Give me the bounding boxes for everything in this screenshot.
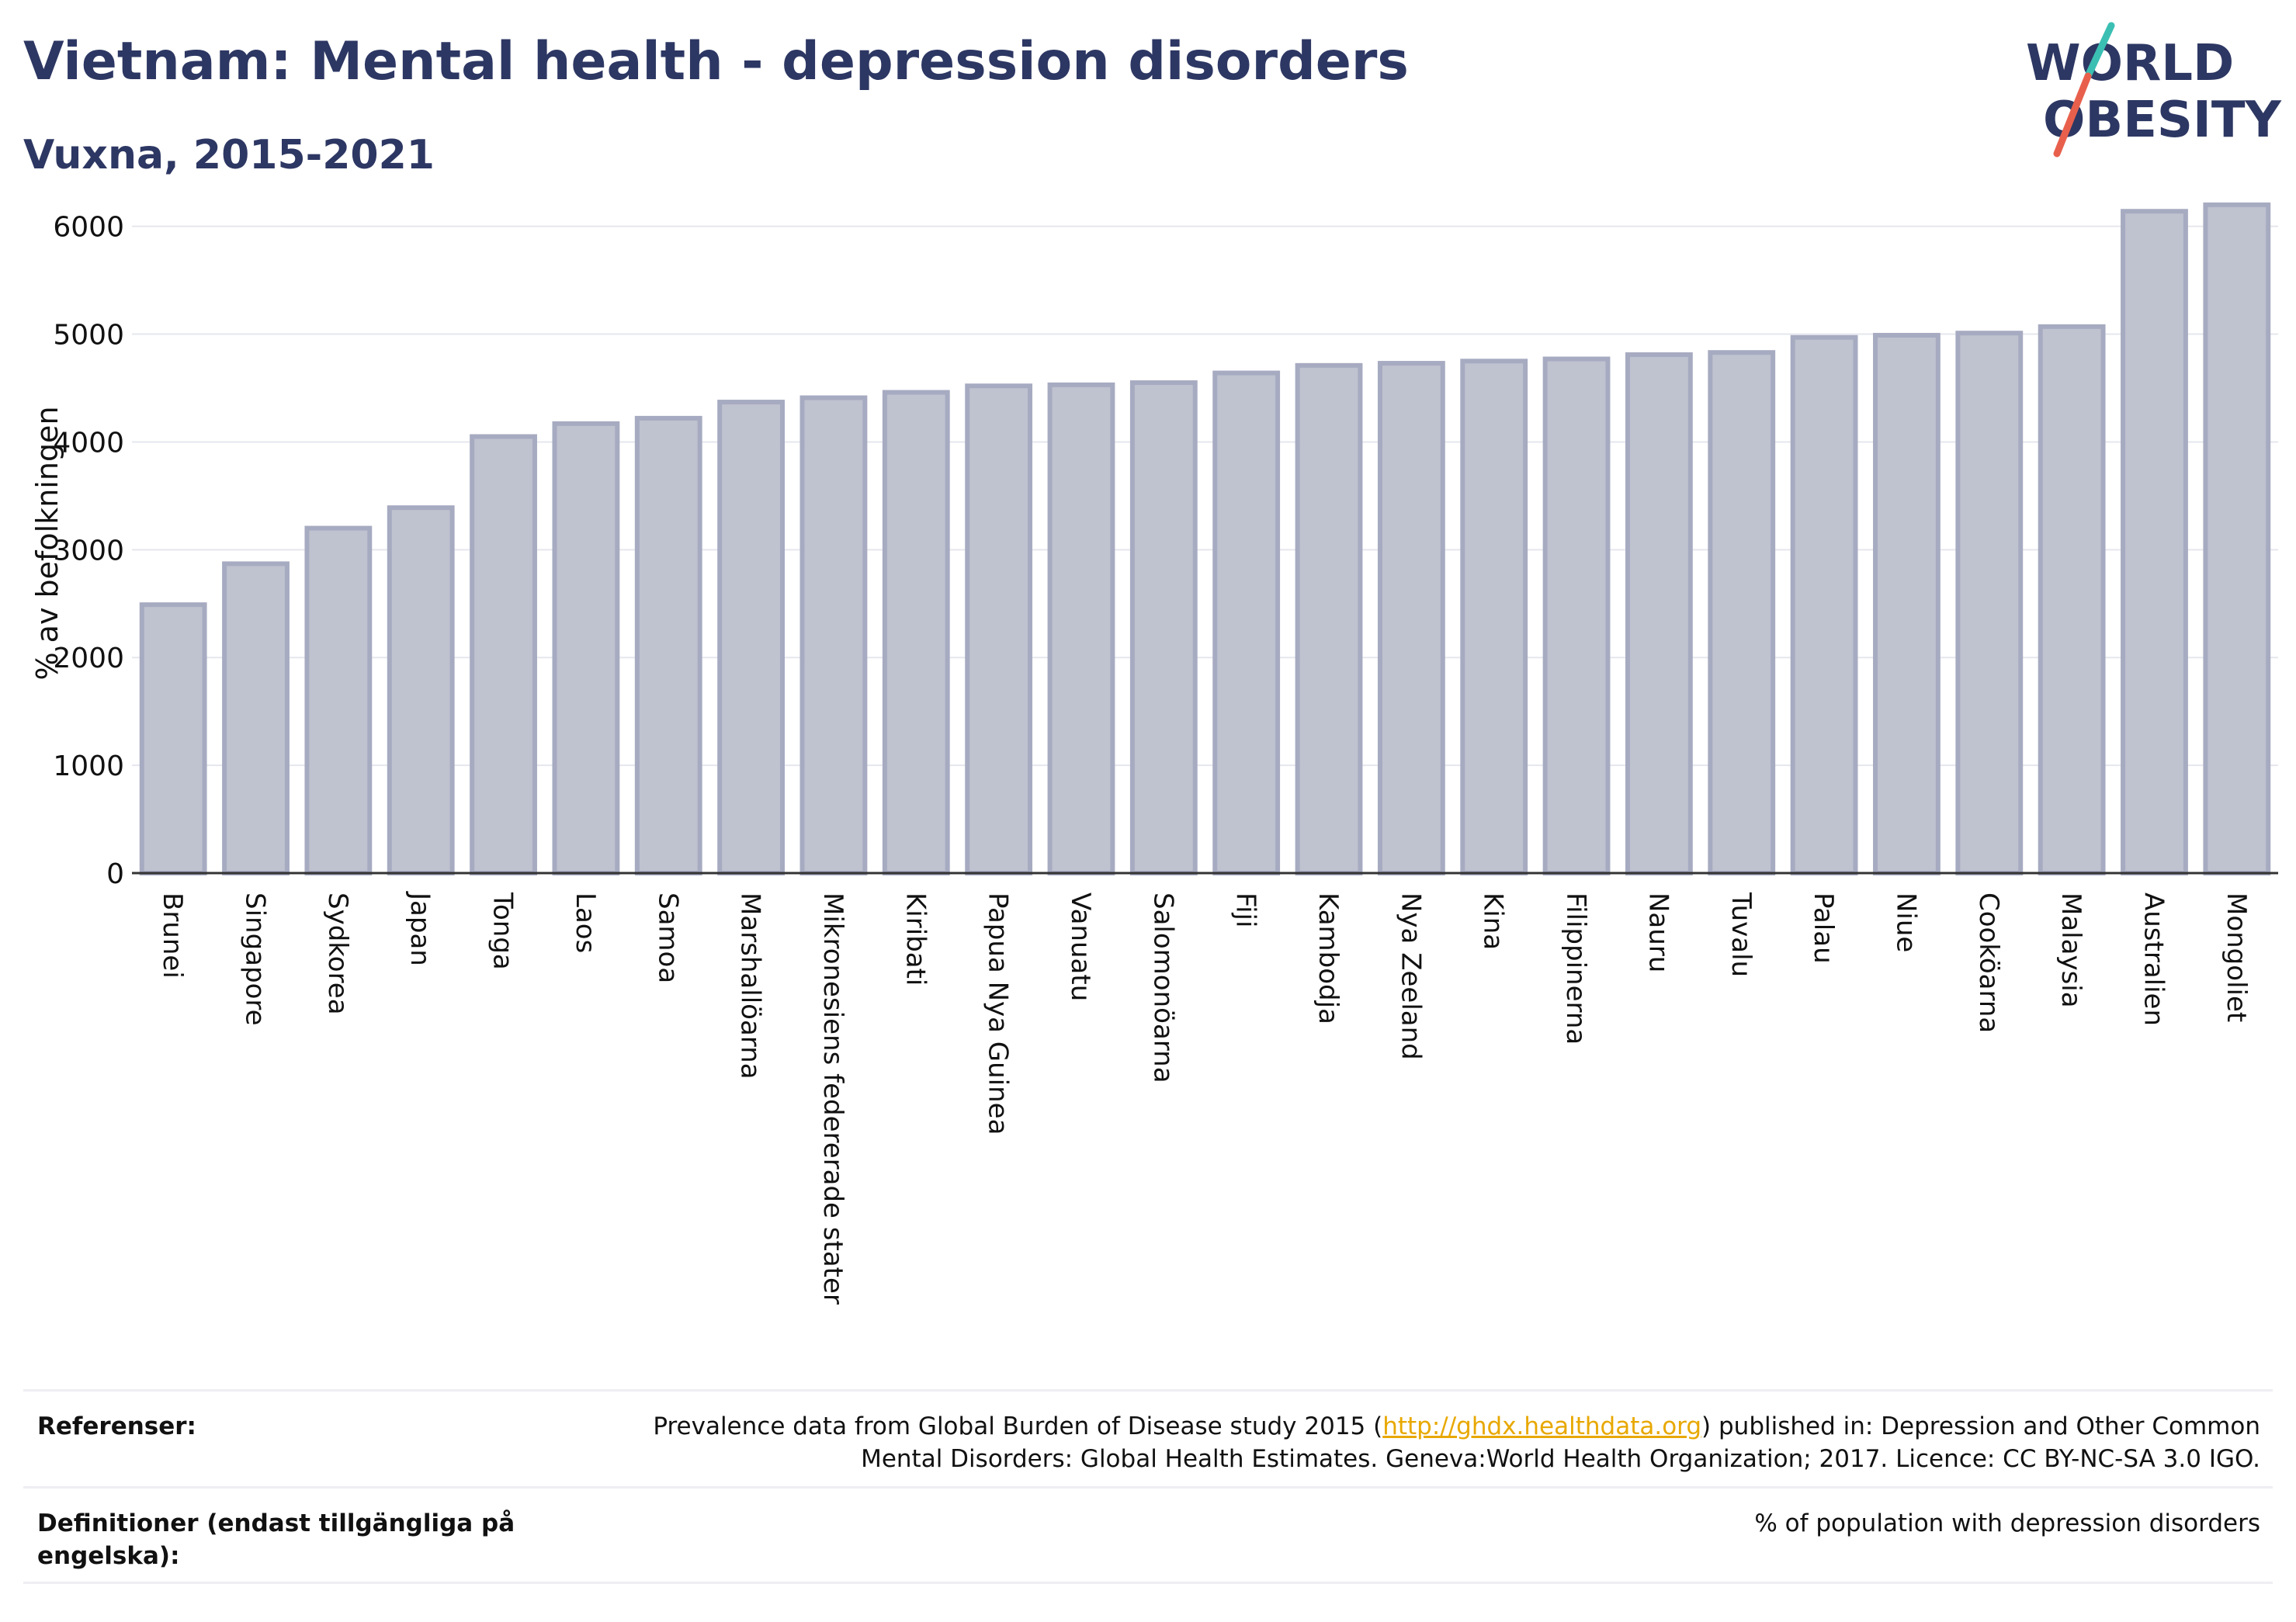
bar[interactable] bbox=[1212, 370, 1281, 875]
x-tick-label: Nauru bbox=[1642, 892, 1673, 972]
bar[interactable] bbox=[2203, 202, 2271, 875]
bar[interactable] bbox=[882, 390, 950, 875]
references-text: Prevalence data from Global Burden of Di… bbox=[653, 1410, 2260, 1475]
bar[interactable] bbox=[1625, 352, 1693, 875]
bar-chart: 0 1000 2000 3000 4000 5000 6000 Brunei Singapor… bbox=[30, 202, 2278, 1305]
bar[interactable] bbox=[1295, 362, 1363, 876]
y-axis-label: % av befolkningen bbox=[30, 406, 64, 680]
bar[interactable] bbox=[1047, 382, 1115, 876]
x-tick-label: Laos bbox=[570, 892, 601, 953]
logo-word-obesity: OBESITY bbox=[2043, 92, 2281, 149]
references-label: Referenser: bbox=[37, 1412, 196, 1440]
references-text-before: Prevalence data from Global Burden of Di… bbox=[653, 1412, 1383, 1440]
x-tick-label: Tuvalu bbox=[1725, 892, 1757, 977]
references-line2: Mental Disorders: Global Health Estimate… bbox=[861, 1445, 2260, 1473]
bar[interactable] bbox=[1129, 380, 1198, 875]
bar[interactable] bbox=[717, 400, 786, 875]
x-tick-label: Malaysia bbox=[2055, 892, 2086, 1008]
x-tick-label: Nya Zeeland bbox=[1395, 892, 1426, 1060]
y-tick-label: 0 bbox=[106, 858, 124, 890]
x-tick-label: Cooköarna bbox=[1973, 892, 2004, 1033]
references-bottom-border bbox=[23, 1582, 2273, 1584]
x-tick-label: Mongoliet bbox=[2221, 892, 2252, 1022]
chart-subtitle: Vuxna, 2015-2021 bbox=[23, 132, 435, 178]
x-tick-label: Singapore bbox=[240, 892, 271, 1026]
x-tick-label: Palau bbox=[1808, 892, 1839, 964]
x-tick-label: Marshallöarna bbox=[735, 892, 766, 1080]
x-tick-label: Kina bbox=[1478, 892, 1509, 950]
bar[interactable] bbox=[387, 505, 455, 876]
y-tick-labels: 0 1000 2000 3000 4000 5000 6000 bbox=[53, 212, 124, 890]
x-tick-label: Niue bbox=[1890, 892, 1921, 952]
y-tick-label: 3000 bbox=[53, 535, 124, 567]
x-tick-label: Vanuatu bbox=[1065, 892, 1096, 1001]
x-tick-label: Mikronesiens federerade stater bbox=[817, 892, 848, 1305]
x-tick-label: Fiji bbox=[1230, 892, 1261, 927]
bar[interactable] bbox=[1873, 332, 1941, 875]
x-tick-label: Japan bbox=[404, 891, 435, 966]
x-tick-label: Papua Nya Guinea bbox=[983, 892, 1014, 1135]
references-row: Referenser: Prevalence data from Global … bbox=[23, 1389, 2273, 1489]
bar[interactable] bbox=[304, 525, 373, 875]
definitions-label-line2: engelska): bbox=[37, 1542, 180, 1570]
definitions-label-line1: Definitioner (endast tillgängliga på bbox=[37, 1509, 515, 1537]
bar[interactable] bbox=[470, 434, 537, 875]
bar[interactable] bbox=[1460, 359, 1528, 875]
x-tick-label: Tonga bbox=[487, 892, 519, 970]
y-tick-label: 5000 bbox=[53, 320, 124, 352]
y-tick-label: 6000 bbox=[53, 212, 124, 244]
bar[interactable] bbox=[552, 421, 620, 875]
x-tick-label: Australien bbox=[2138, 892, 2169, 1026]
references-text-after: ) published in: Depression and Other Com… bbox=[1701, 1412, 2260, 1440]
bar[interactable] bbox=[1542, 356, 1611, 875]
bar[interactable] bbox=[799, 395, 868, 875]
logo-slash-teal bbox=[2084, 22, 2115, 80]
bar[interactable] bbox=[139, 602, 207, 876]
x-tick-label: Kambodja bbox=[1313, 892, 1344, 1024]
definitions-text: % of population with depression disorder… bbox=[1754, 1509, 2260, 1537]
chart-title: Vietnam: Mental health - depression diso… bbox=[23, 31, 1409, 92]
bar[interactable] bbox=[1790, 334, 1858, 875]
bar[interactable] bbox=[2038, 324, 2106, 876]
bar[interactable] bbox=[965, 383, 1033, 875]
y-tick-label: 4000 bbox=[53, 427, 124, 459]
x-tick-label: Filippinerna bbox=[1560, 892, 1591, 1045]
x-tick-label: Kiribati bbox=[900, 892, 931, 986]
definitions-label: Definitioner (endast tillgängliga på eng… bbox=[37, 1507, 515, 1572]
chart-bars bbox=[139, 202, 2271, 876]
x-tick-labels: Brunei Singapore Sydkorea Japan Tonga Laos Sam… bbox=[157, 891, 2252, 1305]
x-tick-label: Brunei bbox=[157, 892, 188, 979]
x-tick-label: Sydkorea bbox=[322, 892, 353, 1015]
logo-word-world: WORLD bbox=[2026, 35, 2234, 92]
logo-slash-red bbox=[2053, 72, 2092, 158]
bar[interactable] bbox=[1377, 361, 1445, 875]
x-tick-label: Salomonöarna bbox=[1147, 892, 1178, 1083]
bar[interactable] bbox=[1708, 350, 1776, 875]
bar[interactable] bbox=[222, 561, 290, 876]
world-obesity-logo: WORLD OBESITY bbox=[2026, 22, 2281, 158]
bar[interactable] bbox=[634, 415, 702, 875]
bar[interactable] bbox=[1955, 331, 2024, 875]
y-tick-label: 2000 bbox=[53, 643, 124, 674]
definitions-row: Definitioner (endast tillgängliga på eng… bbox=[23, 1486, 2273, 1584]
y-tick-label: 1000 bbox=[53, 750, 124, 782]
bar[interactable] bbox=[2121, 209, 2188, 875]
x-tick-label: Samoa bbox=[652, 892, 683, 983]
references-link[interactable]: http://ghdx.healthdata.org bbox=[1382, 1412, 1702, 1440]
